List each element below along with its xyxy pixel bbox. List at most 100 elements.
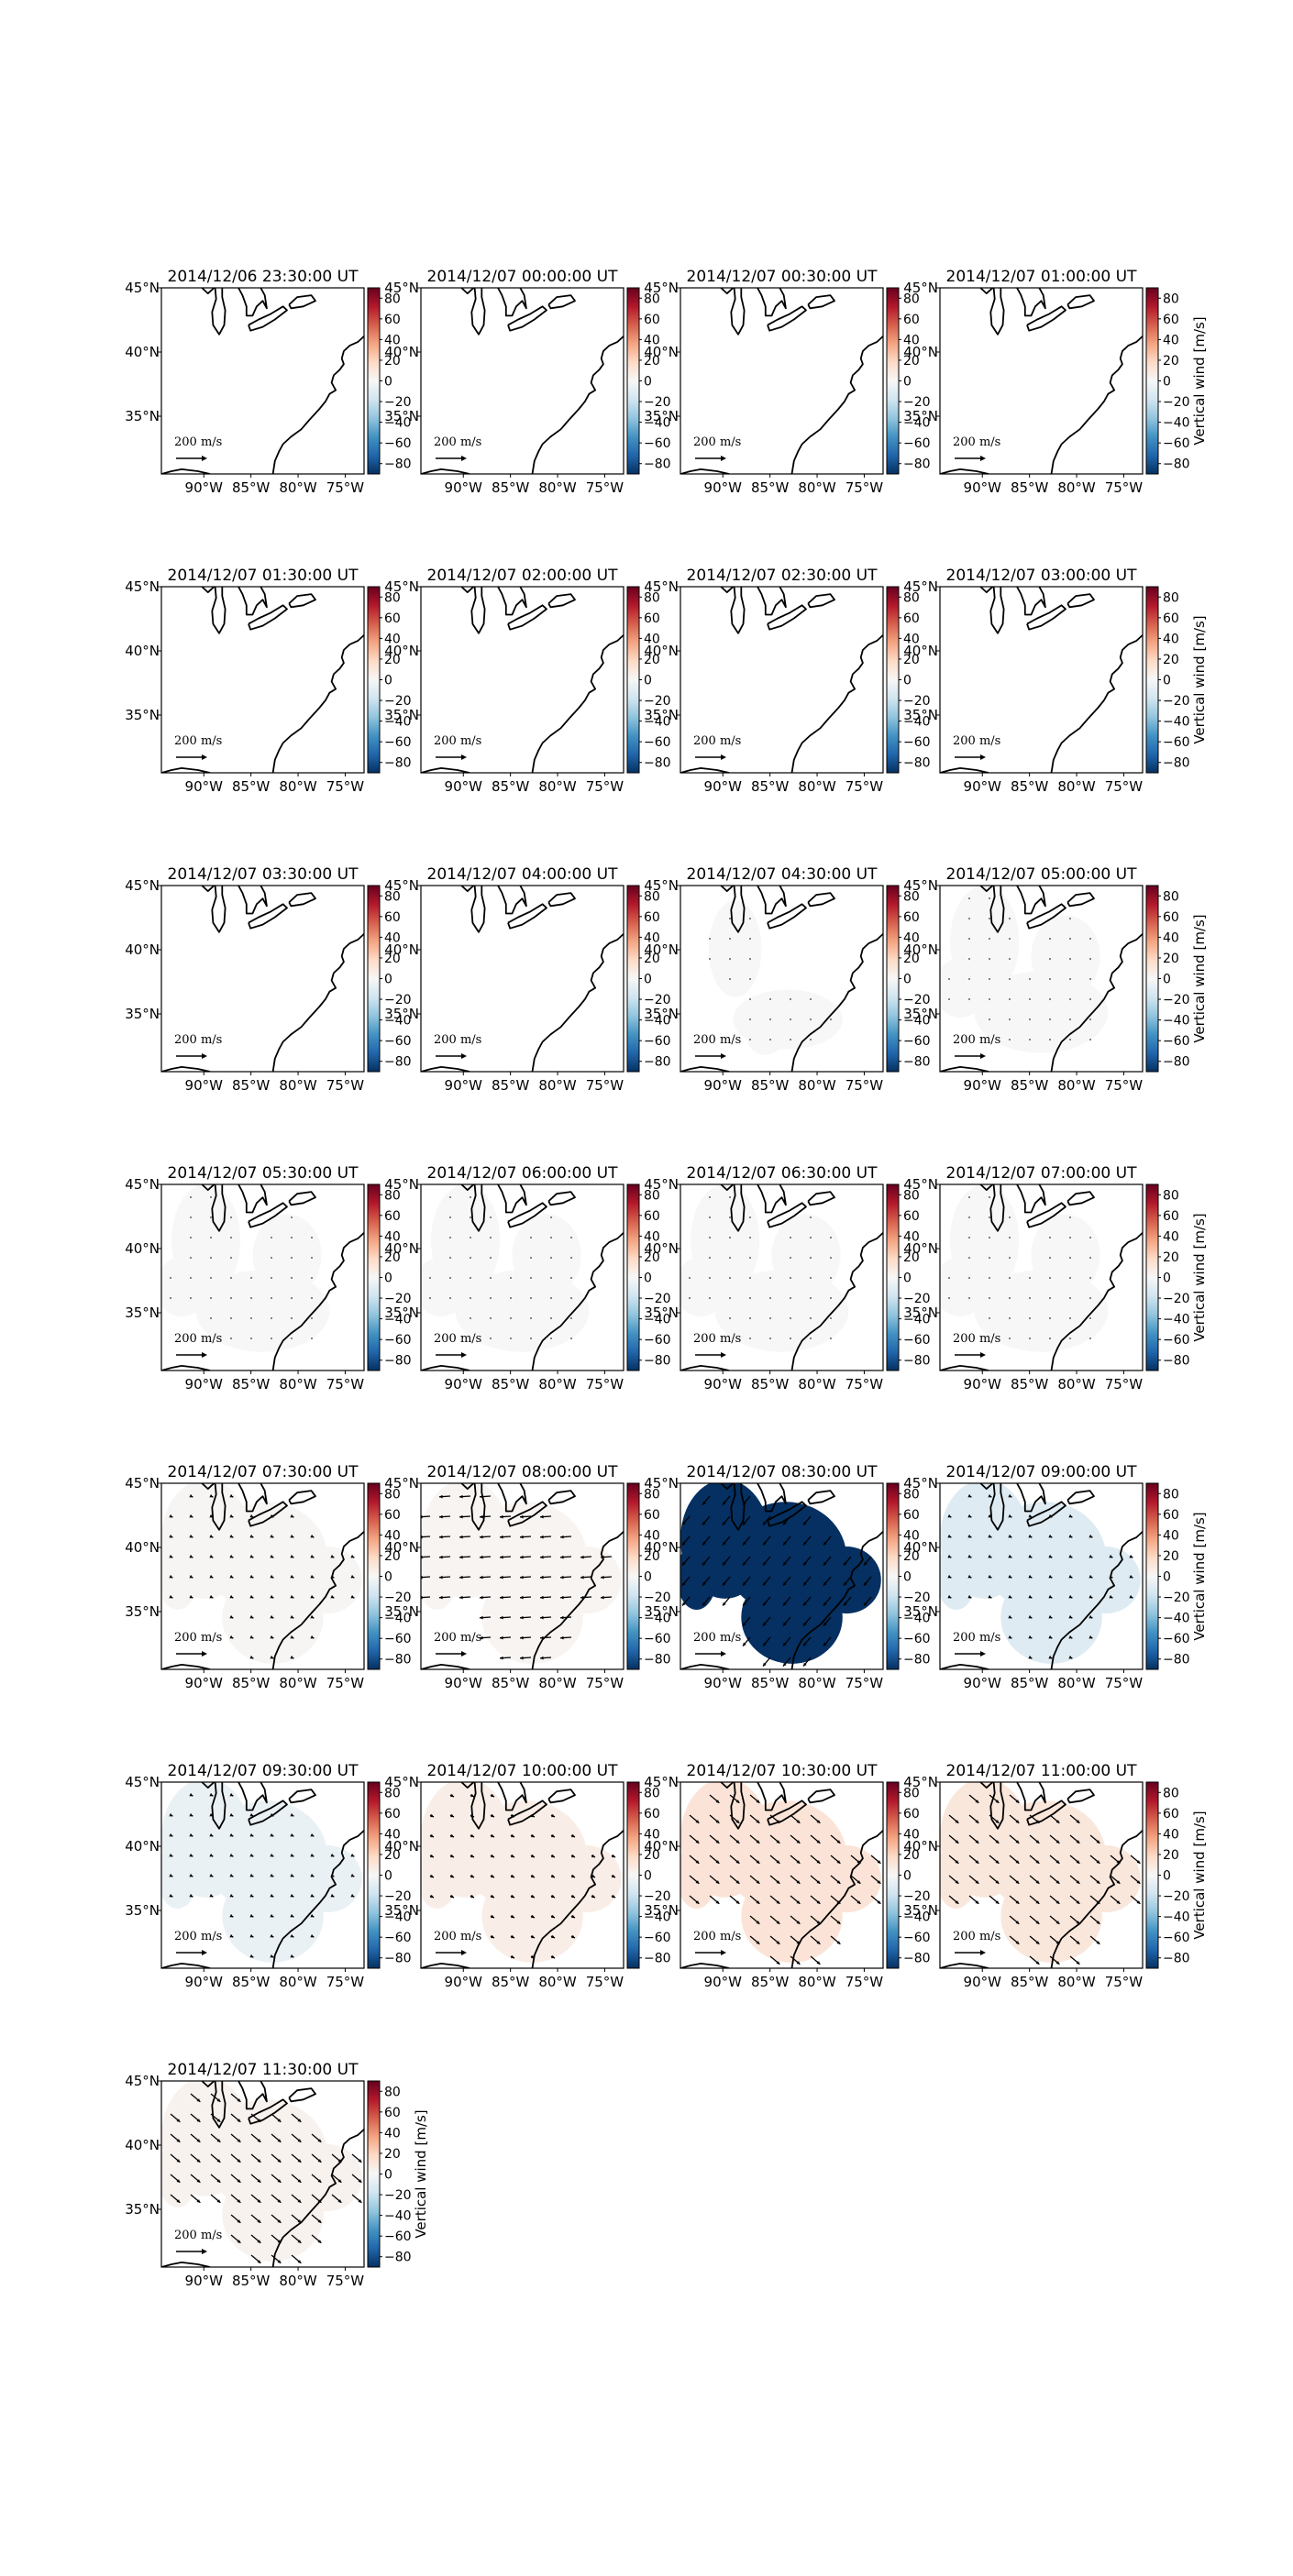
wind-vector bbox=[989, 978, 990, 980]
wind-vector-head bbox=[988, 1534, 992, 1538]
wind-vector-head bbox=[844, 1581, 847, 1586]
y-tick-label: 40°N bbox=[644, 1240, 679, 1257]
quiver-key: 200 m/s bbox=[174, 1332, 222, 1358]
wind-vector-head bbox=[249, 1655, 254, 1659]
wind-vector bbox=[1009, 1039, 1011, 1040]
wind-vector-head bbox=[450, 1874, 454, 1878]
wind-vector-head bbox=[169, 1574, 173, 1579]
wind-vector bbox=[749, 1317, 751, 1319]
x-tick-label: 80°W bbox=[538, 479, 577, 496]
colorbar-tick-label: 40 bbox=[903, 1528, 920, 1543]
y-tick-label: 35°N bbox=[384, 1603, 419, 1620]
wind-vector-head bbox=[743, 1521, 746, 1525]
wind-vector-head bbox=[591, 1854, 595, 1858]
panel-title: 2014/12/06 23:30:00 UT bbox=[168, 268, 359, 286]
wind-vector bbox=[769, 1317, 771, 1319]
colorbar-tick-label: −60 bbox=[1163, 1333, 1190, 1348]
wind-vector bbox=[210, 1257, 212, 1259]
y-tick-label: 40°N bbox=[384, 941, 419, 958]
wind-vector-head bbox=[823, 1622, 827, 1626]
wind-vector bbox=[729, 938, 731, 940]
colorbar-tick-label: −60 bbox=[903, 1333, 931, 1348]
wind-vector bbox=[1029, 998, 1031, 1000]
colorbar-tick-label: 60 bbox=[384, 1807, 401, 1822]
colorbar-tick-label: −20 bbox=[384, 395, 412, 410]
wind-vector-head bbox=[682, 1581, 686, 1586]
colorbar: 80 60 40 20 0 −20 −40 −60 −80 bbox=[626, 586, 671, 774]
wind-vector-head bbox=[823, 1581, 827, 1586]
wind-vector-head bbox=[520, 1635, 524, 1640]
wind-vector-head bbox=[209, 1873, 214, 1877]
quiver-key-label: 200 m/s bbox=[953, 1332, 1000, 1346]
colorbar-tick-label: 80 bbox=[384, 889, 401, 904]
x-tick-label: 85°W bbox=[492, 1675, 530, 1691]
wind-vector-head bbox=[1096, 1840, 1100, 1844]
wind-vector bbox=[968, 978, 970, 980]
wind-vector-head bbox=[1008, 1554, 1012, 1558]
wind-vector-head bbox=[297, 2240, 302, 2243]
wind-vector-head bbox=[249, 1812, 254, 1817]
y-tick-label: 45°N bbox=[384, 1475, 419, 1492]
colorbar-tick-label: −20 bbox=[903, 395, 931, 410]
wind-vector bbox=[449, 1257, 451, 1259]
wind-vector-head bbox=[540, 1514, 544, 1519]
y-tick-label: 45°N bbox=[903, 1774, 938, 1790]
colorbar-tick-label: 60 bbox=[384, 1209, 401, 1224]
vertical-wind-field bbox=[680, 1184, 849, 1352]
wind-vectors bbox=[948, 897, 1091, 1040]
wind-vector-head bbox=[763, 1622, 767, 1626]
wind-vector-head bbox=[601, 1555, 604, 1559]
wind-vector-head bbox=[169, 1514, 173, 1518]
wind-vector-head bbox=[297, 2219, 302, 2223]
wind-vector-head bbox=[229, 1873, 234, 1877]
y-tick-label: 35°N bbox=[903, 1902, 938, 1919]
wind-vector-head bbox=[776, 1900, 780, 1904]
wind-vector bbox=[210, 1297, 212, 1299]
wind-vector-head bbox=[823, 1602, 827, 1606]
colorbar-tick-label: 40 bbox=[903, 1229, 920, 1244]
y-tick-label: 35°N bbox=[384, 1006, 419, 1022]
colorbar-tick-label: 0 bbox=[384, 973, 392, 987]
map-panel: 2014/12/07 00:00:00 UT 200 m/s 90°W 85°W 80°… bbox=[384, 268, 670, 496]
wind-vector-head bbox=[1068, 1655, 1073, 1659]
colorbar: 80 60 40 20 0 −20 −40 −60 −80 bbox=[886, 287, 931, 475]
wind-vector bbox=[1069, 998, 1071, 1000]
wind-vector bbox=[470, 1196, 471, 1198]
wind-vector-head bbox=[1068, 1514, 1073, 1518]
colorbar-tick-label: 80 bbox=[1163, 1188, 1179, 1203]
colorbar-tick-label: 20 bbox=[1163, 1848, 1179, 1863]
wind-vector bbox=[810, 1317, 812, 1319]
colorbar-tick-label: 40 bbox=[644, 1827, 660, 1842]
wind-vector bbox=[749, 1018, 751, 1020]
wind-vector-head bbox=[763, 1642, 767, 1646]
wind-vector-head bbox=[317, 2179, 322, 2183]
colorbar-tick-label: −80 bbox=[903, 1055, 931, 1070]
wind-vector-head bbox=[249, 1913, 254, 1918]
map-frame bbox=[160, 1482, 365, 1670]
panel-title: 2014/12/07 02:00:00 UT bbox=[427, 567, 619, 585]
wind-vector-head bbox=[330, 1853, 335, 1857]
quiver-key-label: 200 m/s bbox=[434, 1033, 481, 1047]
wind-vector-head bbox=[317, 2240, 322, 2243]
wind-vector bbox=[810, 1237, 812, 1238]
quiver-key: 200 m/s bbox=[174, 1033, 222, 1059]
x-tick-label: 80°W bbox=[538, 778, 577, 795]
map-panel: 2014/12/07 10:30:00 UT 200 m/s 90°W 85°W 80°… bbox=[644, 1762, 930, 1990]
colorbar-tick-label: 0 bbox=[384, 1869, 392, 1884]
wind-vector-head bbox=[743, 1642, 746, 1646]
wind-vector bbox=[470, 1216, 471, 1218]
wind-vector-head bbox=[723, 1602, 726, 1606]
wind-vector-head bbox=[723, 1541, 726, 1546]
wind-vector-head bbox=[803, 1561, 807, 1566]
wind-vector-head bbox=[290, 1655, 294, 1659]
wind-vector-head bbox=[317, 2139, 322, 2142]
wind-vector-head bbox=[176, 2139, 181, 2142]
wind-vector-head bbox=[270, 1933, 274, 1938]
wind-vector bbox=[1069, 1216, 1071, 1218]
wind-vector-head bbox=[189, 1812, 193, 1817]
x-tick-label: 85°W bbox=[751, 479, 790, 496]
wind-vector-head bbox=[229, 1853, 234, 1857]
x-tick-label: 90°W bbox=[445, 1974, 483, 1990]
wind-vector-head bbox=[551, 1833, 555, 1838]
